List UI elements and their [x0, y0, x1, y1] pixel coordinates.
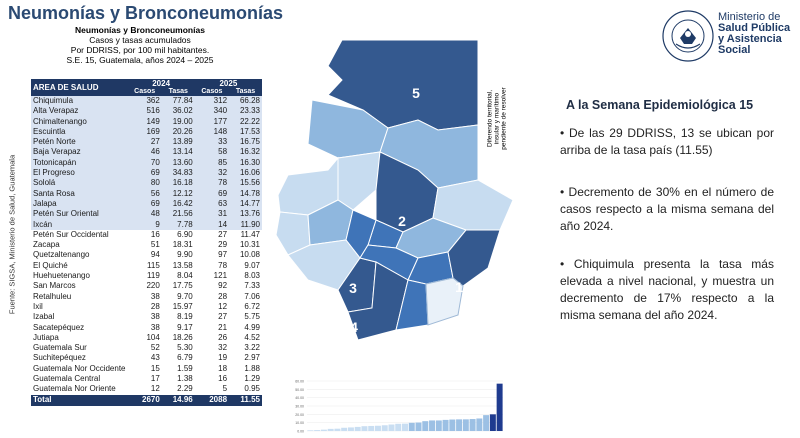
summary-heading: A la Semana Epidemiológica 15: [566, 98, 754, 112]
mini-chart-tick-label: 50.00: [295, 388, 304, 392]
region-jutiapa: [425, 277, 464, 326]
map-label-4: 4: [350, 319, 358, 335]
mini-chart-bar: [395, 423, 402, 431]
mini-chart-bar: [415, 422, 422, 431]
territorial-dispute-note: Diferendo territorial, insular y marítim…: [486, 87, 508, 150]
mini-chart-bar: [408, 422, 415, 431]
mini-chart-bar: [442, 419, 449, 431]
mini-chart-bar: [496, 383, 503, 431]
map-label-2: 2: [398, 213, 406, 229]
mini-chart-bar: [449, 419, 456, 431]
bullet-chiquimula: • Chiquimula presenta la tasa más elevad…: [560, 257, 774, 322]
table-row: Chimaltenango 149 19.00 177 22.22: [31, 116, 262, 127]
area-header: AREA DE SALUD: [31, 79, 128, 96]
table-row: Zacapa 51 18.31 29 10.31: [33, 240, 260, 250]
table-row: Escuintla 169 20.26 148 17.53: [31, 126, 262, 138]
tasas-2025-header: Tasas: [229, 88, 262, 96]
total-row: Total 2670 14.96 2088 11.55: [31, 394, 262, 406]
table-row: Guatemala Sur 52 5.30 32 3.22: [33, 343, 260, 353]
mini-chart-bar: [354, 426, 361, 431]
mini-chart-bar: [435, 420, 442, 431]
table-row: Izabal 38 8.19 27 5.75: [33, 312, 260, 322]
year-2024-header: 2024: [127, 79, 195, 88]
mini-chart-tick-label: 10.00: [295, 421, 304, 425]
mini-chart-bar: [374, 425, 381, 431]
map-label-3: 3: [349, 280, 357, 296]
mini-chart-bar: [483, 415, 490, 431]
mini-chart-bar: [489, 414, 496, 431]
table-row: Petén Sur Oriental 48 21.56 31 13.76: [31, 209, 262, 220]
table-row: Retalhuleu 38 9.70 28 7.06: [33, 291, 260, 301]
casos-2024-header: Casos: [127, 88, 162, 96]
table-row: Santa Rosa 56 12.12 69 14.78: [31, 188, 262, 199]
mini-chart-bar: [388, 424, 395, 431]
table-row: Sololá 80 16.18 78 15.56: [31, 178, 262, 189]
mini-chart-bar: [320, 429, 327, 431]
ministry-logo: Ministerio de Salud Pública y Asistencia…: [660, 6, 800, 68]
mini-chart-bar: [327, 428, 334, 431]
coat-of-arms-icon: [662, 10, 714, 62]
mini-chart-bar: [402, 423, 408, 431]
mini-chart-bar: [469, 419, 476, 431]
guatemala-map: 5 2 3 1 4: [275, 40, 514, 341]
table-row: Totonicapán 70 13.60 85 16.30: [31, 157, 262, 169]
table-row: Ixil 28 15.97 12 6.72: [33, 301, 260, 311]
mini-chart-tick-label: 30.00: [295, 405, 304, 409]
table-row: Ixcán 9 7.78 14 11.90: [31, 219, 262, 230]
table-row: Sacatepéquez 38 9.17 21 4.99: [33, 322, 260, 332]
casos-2025-header: Casos: [194, 88, 230, 96]
mini-chart-bar: [347, 427, 354, 431]
mini-chart-bar: [381, 425, 388, 431]
table-row: Quetzaltenango 94 9.90 97 10.08: [33, 250, 260, 260]
mini-chart-bar: [476, 418, 483, 431]
mini-chart-bar: [429, 420, 436, 431]
mini-chart-tick-label: 20.00: [295, 413, 304, 417]
source-note: Fuente: SIGSA, Ministerio de Salud, Guat…: [7, 154, 17, 315]
mini-chart-bar: [341, 427, 348, 431]
table-row: Guatemala Nor Oriente 12 2.29 5 0.95: [33, 384, 260, 394]
mini-chart-bar: [462, 419, 469, 431]
bullet-decrease: • Decremento de 30% en el número de caso…: [560, 185, 774, 233]
table-row: Guatemala Nor Occidente 15 1.59 18 1.88: [33, 363, 260, 373]
table-row: El Quiché 115 13.58 78 9.07: [33, 260, 260, 270]
map-label-1: 1: [455, 279, 463, 295]
tasas-2024-header: Tasas: [161, 88, 195, 96]
table-row: Petén Norte 27 13.89 33 16.75: [31, 137, 262, 148]
bullet-ddriss: • De las 29 DDRISS, 13 se ubican por arr…: [560, 126, 774, 157]
table-row: Jutiapa 104 18.26 26 4.52: [33, 332, 260, 342]
region-quiche: [337, 151, 381, 211]
table-row: Petén Sur Occidental 16 6.90 27 11.47: [33, 229, 260, 239]
table-row: Guatemala Central 17 1.38 16 1.29: [33, 374, 260, 384]
table-row: Jalapa 69 16.42 63 14.77: [31, 198, 262, 210]
mini-chart-tick-label: 60.00: [295, 380, 304, 384]
table-row: San Marcos 220 17.75 92 7.33: [33, 281, 260, 291]
table-row: Suchitepéquez 43 6.79 19 2.97: [33, 353, 260, 363]
table-row: Huehuetenango 119 8.04 121 8.03: [33, 271, 260, 281]
mini-chart-bar: [456, 419, 463, 431]
year-2025-header: 2025: [194, 79, 262, 88]
table-heading: Neumonías y Bronconeumonías Casos y tasa…: [66, 25, 214, 65]
page-title: Neumonías y Bronconeumonías: [8, 3, 284, 23]
mini-chart-bar: [334, 428, 341, 431]
rates-mini-bar-chart: 60.00 50.00 40.00 30.00 20.00 10.00 0.00: [295, 380, 503, 434]
mini-chart-bar: [314, 430, 321, 431]
table-row: Alta Verapaz 516 36.02 340 23.33: [31, 106, 262, 117]
cases-rates-table: AREA DE SALUD 2024 2025 Casos Tasas Caso…: [31, 79, 262, 406]
mini-chart-bar: [307, 430, 314, 431]
table-row: Chiquimula 362 77.84 312 66.28: [31, 96, 262, 107]
mini-chart-tick-label: 0.00: [297, 430, 304, 434]
table-row: El Progreso 69 34.83 32 16.06: [31, 168, 262, 179]
map-label-5: 5: [412, 85, 420, 101]
mini-chart-bar: [368, 425, 375, 431]
mini-chart-bar: [361, 426, 368, 431]
ministry-name: Ministerio de Salud Pública y Asistencia…: [718, 11, 791, 56]
mini-chart-tick-label: 40.00: [295, 396, 304, 400]
mini-chart-bar: [422, 421, 429, 431]
table-row: Baja Verapaz 46 13.14 58 16.32: [31, 147, 262, 158]
